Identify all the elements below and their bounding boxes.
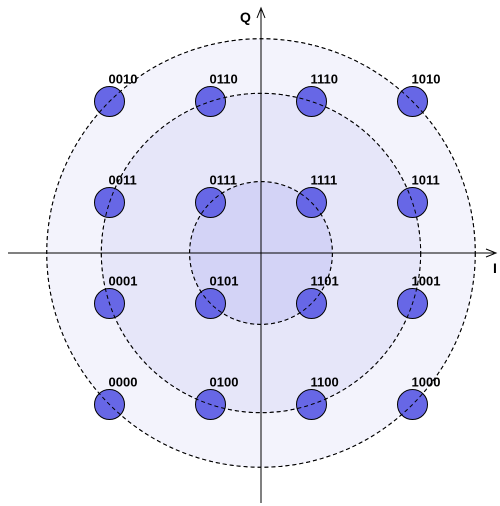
point-label-1011: 1011 [412,173,440,188]
point-label-0111: 0111 [210,173,238,188]
point-label-0110: 0110 [210,72,238,87]
point-label-0001: 0001 [109,274,138,289]
point-label-1001: 1001 [412,274,441,289]
point-label-0101: 0101 [210,274,239,289]
q-axis-label: Q [240,9,251,25]
i-axis-arrow [485,248,498,258]
point-label-0010: 0010 [109,72,138,87]
point-label-1111: 1111 [311,173,338,188]
constellation-point-0101 [195,288,226,319]
point-label-0011: 0011 [109,173,137,188]
point-label-1101: 1101 [311,274,339,289]
outer-ring-outline [46,38,476,468]
axes-layer: I Q [8,6,498,503]
i-axis-label: I [493,260,497,276]
points-layer [46,38,476,468]
constellation-point-1110 [296,86,327,117]
q-axis-arrow [256,6,266,19]
constellation-point-1011 [397,187,428,218]
middle-ring-outline [100,92,422,414]
point-label-0000: 0000 [109,375,138,390]
point-label-1110: 1110 [311,72,339,87]
constellation-point-0111 [195,187,226,218]
inner-ring-outline [189,181,333,325]
point-label-1010: 1010 [412,72,441,87]
labels-layer: 0010 0110 1110 1010 0011 0111 1111 1011 0001 0101… [109,72,441,390]
constellation-point-1101 [296,288,327,319]
constellation-point-0011 [94,187,125,218]
point-label-1000: 1000 [412,375,441,390]
point-label-0100: 0100 [210,375,239,390]
constellation-point-1111 [296,187,327,218]
point-label-1100: 1100 [311,375,339,390]
